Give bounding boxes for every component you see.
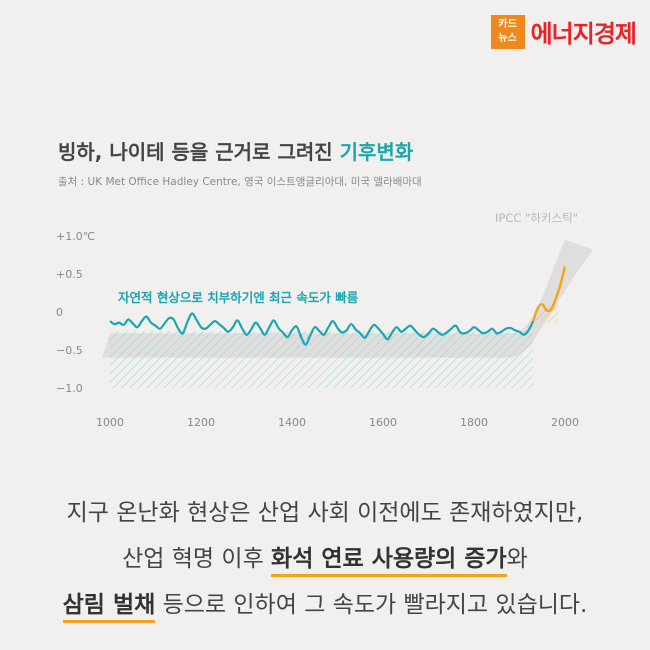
brand-name: 에너지경제 — [530, 20, 637, 48]
caption-line3-post: 등으로 인하여 그 속도가 빨라지고 있습니다. — [155, 592, 588, 618]
brand-badge-line2: 뉴스 — [498, 32, 517, 44]
brand-badge: 카드 뉴스 — [490, 14, 525, 49]
caption-line2-post: 와 — [506, 546, 528, 572]
y-tick-label: +1.0℃ — [56, 230, 95, 243]
caption-line2-bold: 화석 연료 사용량의 증가 — [271, 546, 507, 577]
x-tick-label: 1800 — [460, 416, 488, 429]
caption-line2: 산업 혁명 이후 화석 연료 사용량의 증가와 — [0, 536, 650, 582]
x-tick-label: 1600 — [369, 416, 397, 429]
y-tick-label: −1.0 — [56, 382, 83, 395]
series-natural-line — [109, 312, 535, 346]
y-tick-label: +0.5 — [56, 268, 83, 281]
chart-title-main: 빙하, 나이테 등을 근거로 그려진 — [58, 140, 340, 164]
x-tick-label: 2000 — [551, 416, 579, 429]
caption-line2-pre: 산업 혁명 이후 — [122, 546, 272, 572]
annotation-natural: 자연적 현상으로 치부하기엔 최근 속도가 빠름 — [118, 290, 359, 305]
series-recent-line — [532, 266, 567, 322]
caption-line3-bold: 삼림 벌채 — [62, 592, 156, 623]
source-note: 출처 : UK Met Office Hadley Centre, 영국 이스트… — [58, 176, 422, 188]
annotation-ipcc: IPCC "하키스틱" — [495, 211, 578, 225]
chart-title: 빙하, 나이테 등을 근거로 그려진 기후변화 — [58, 136, 413, 165]
caption-line1: 지구 온난화 현상은 산업 사회 이전에도 존재하였지만, — [66, 500, 584, 526]
chart-title-accent: 기후변화 — [339, 140, 414, 164]
y-tick-label: 0 — [56, 306, 63, 319]
brand-logo: 카드 뉴스 에너지경제 — [490, 14, 637, 49]
x-tick-label: 1200 — [187, 416, 215, 429]
y-tick-label: −0.5 — [56, 344, 83, 357]
caption-line3: 삼림 벌채 등으로 인하여 그 속도가 빨라지고 있습니다. — [0, 582, 650, 628]
x-tick-label: 1400 — [278, 416, 306, 429]
natural-area-hatch — [110, 331, 534, 388]
brand-badge-line1: 카드 — [498, 18, 517, 30]
x-tick-label: 1000 — [96, 416, 124, 429]
